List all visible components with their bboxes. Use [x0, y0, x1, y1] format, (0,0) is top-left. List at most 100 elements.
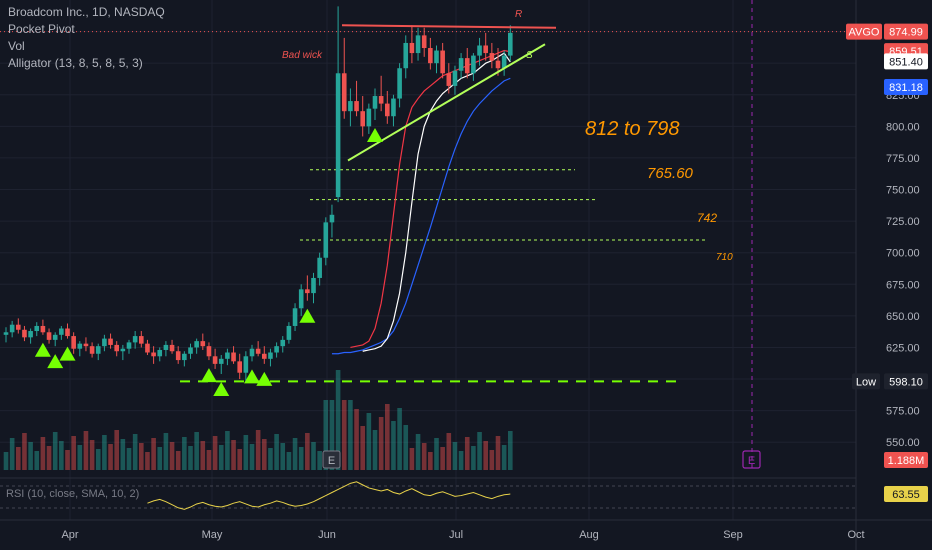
candle-body: [471, 55, 476, 74]
tag-symbol-bg: [846, 23, 882, 40]
candle-body: [243, 356, 249, 373]
candle-body: [188, 347, 193, 354]
volume-bar: [52, 432, 58, 470]
volume-bar: [403, 425, 409, 470]
candle-body: [360, 111, 365, 127]
volume-bar: [354, 409, 359, 470]
volume-bar: [378, 417, 384, 470]
candle-body: [286, 325, 292, 340]
volume-bar: [89, 440, 95, 470]
annotation-target-742: 742: [697, 211, 717, 225]
candle-body: [40, 325, 46, 333]
candle-body: [194, 341, 199, 348]
volume-bar: [366, 413, 372, 470]
candle-body: [298, 289, 304, 309]
earnings-marker-label: E: [748, 455, 755, 467]
volume-bar: [311, 442, 316, 470]
price-axis-label: 550.00: [886, 437, 920, 449]
candle-body: [341, 73, 347, 112]
price-axis-label: 800.00: [886, 121, 920, 133]
candle-body: [71, 336, 76, 349]
price-axis-label: 750.00: [886, 185, 920, 197]
pocket-pivot-marker: [213, 381, 230, 396]
volume-bar: [46, 446, 52, 470]
candle-body: [218, 358, 224, 364]
candle-body: [46, 332, 52, 340]
candle-body: [157, 349, 163, 357]
candle-body: [114, 344, 119, 352]
volume-bar: [286, 452, 292, 470]
legend-volume[interactable]: Vol: [8, 39, 25, 53]
candle-body: [200, 341, 206, 347]
volume-bar: [231, 440, 236, 470]
resistance-line: [341, 24, 557, 29]
candle-body: [508, 32, 513, 56]
candle-body: [391, 98, 396, 117]
volume-bar: [249, 444, 255, 470]
candle-body: [354, 101, 359, 112]
price-axis-label: 650.00: [886, 311, 920, 323]
tag-851-bg: [884, 53, 928, 70]
candle-body: [434, 50, 439, 64]
volume-bar: [163, 433, 169, 470]
candle-body: [3, 332, 9, 335]
candle-body: [139, 336, 144, 344]
legend-symbol[interactable]: Broadcom Inc., 1D, NASDAQ: [8, 5, 165, 19]
candle-body: [292, 308, 298, 326]
annotation-target-812: 812 to 798: [585, 118, 680, 140]
volume-bar: [428, 452, 433, 470]
candle-body: [65, 328, 70, 337]
legend-pocket-pivot[interactable]: Pocket Pivot: [8, 22, 75, 36]
candle-body: [329, 214, 335, 223]
candle-body: [225, 352, 230, 359]
volume-bar: [212, 436, 218, 470]
candle-body: [151, 352, 156, 357]
volume-bar: [77, 445, 83, 470]
volume-bar: [22, 433, 27, 470]
volume-bar: [120, 439, 126, 470]
volume-bar: [415, 434, 421, 470]
candle-body: [231, 352, 236, 362]
time-axis-label: Sep: [723, 529, 743, 541]
volume-bar: [243, 435, 249, 470]
time-axis-label: Jul: [449, 529, 463, 541]
candle-body: [206, 346, 212, 357]
price-axis-label: 675.00: [886, 279, 920, 291]
volume-bar: [139, 443, 144, 470]
price-axis-label: 575.00: [886, 406, 920, 418]
candle-body: [501, 55, 507, 69]
legend-alligator[interactable]: Alligator (13, 8, 5, 8, 5, 3): [8, 56, 143, 70]
volume-bar: [194, 432, 199, 470]
volume-bar: [440, 447, 445, 470]
volume-bar: [268, 448, 273, 470]
candle-body: [372, 96, 378, 109]
volume-bar: [3, 452, 9, 470]
candle-body: [77, 343, 83, 349]
volume-bar: [34, 451, 40, 470]
volume-bar: [360, 426, 365, 470]
candle-body: [464, 58, 470, 74]
candle-body: [446, 73, 452, 86]
candle-body: [16, 324, 21, 330]
volume-bar: [108, 444, 113, 470]
volume-bar: [385, 404, 390, 470]
candle-body: [311, 277, 316, 294]
volume-bar: [323, 400, 329, 470]
volume-bar: [114, 430, 119, 470]
tag-831-bg: [884, 78, 928, 95]
tag-symbol: AVGO: [849, 27, 880, 39]
time-axis-label: Apr: [61, 529, 78, 541]
rsi-line: [147, 481, 511, 510]
volume-bar: [83, 431, 89, 470]
candle-body: [458, 58, 464, 71]
volume-bar: [126, 448, 132, 470]
earnings-marker-past-label: E: [328, 455, 335, 467]
candle-body: [169, 344, 175, 352]
candle-body: [28, 331, 33, 338]
candle-body: [237, 361, 242, 373]
volume-bar: [274, 434, 279, 470]
earnings-marker-box: [742, 450, 761, 469]
candle-body: [102, 338, 107, 347]
time-axis-label: Aug: [579, 529, 599, 541]
